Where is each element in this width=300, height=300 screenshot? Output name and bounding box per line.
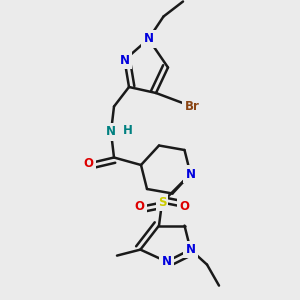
Text: N: N <box>185 243 196 256</box>
Text: O: O <box>179 200 190 214</box>
Text: N: N <box>106 125 116 139</box>
Text: O: O <box>83 157 94 170</box>
Text: N: N <box>185 167 196 181</box>
Text: N: N <box>161 255 172 268</box>
Text: H: H <box>123 124 132 137</box>
Text: Br: Br <box>184 100 200 113</box>
Text: N: N <box>143 32 154 46</box>
Text: S: S <box>158 196 166 209</box>
Text: N: N <box>119 53 130 67</box>
Text: O: O <box>134 200 145 214</box>
